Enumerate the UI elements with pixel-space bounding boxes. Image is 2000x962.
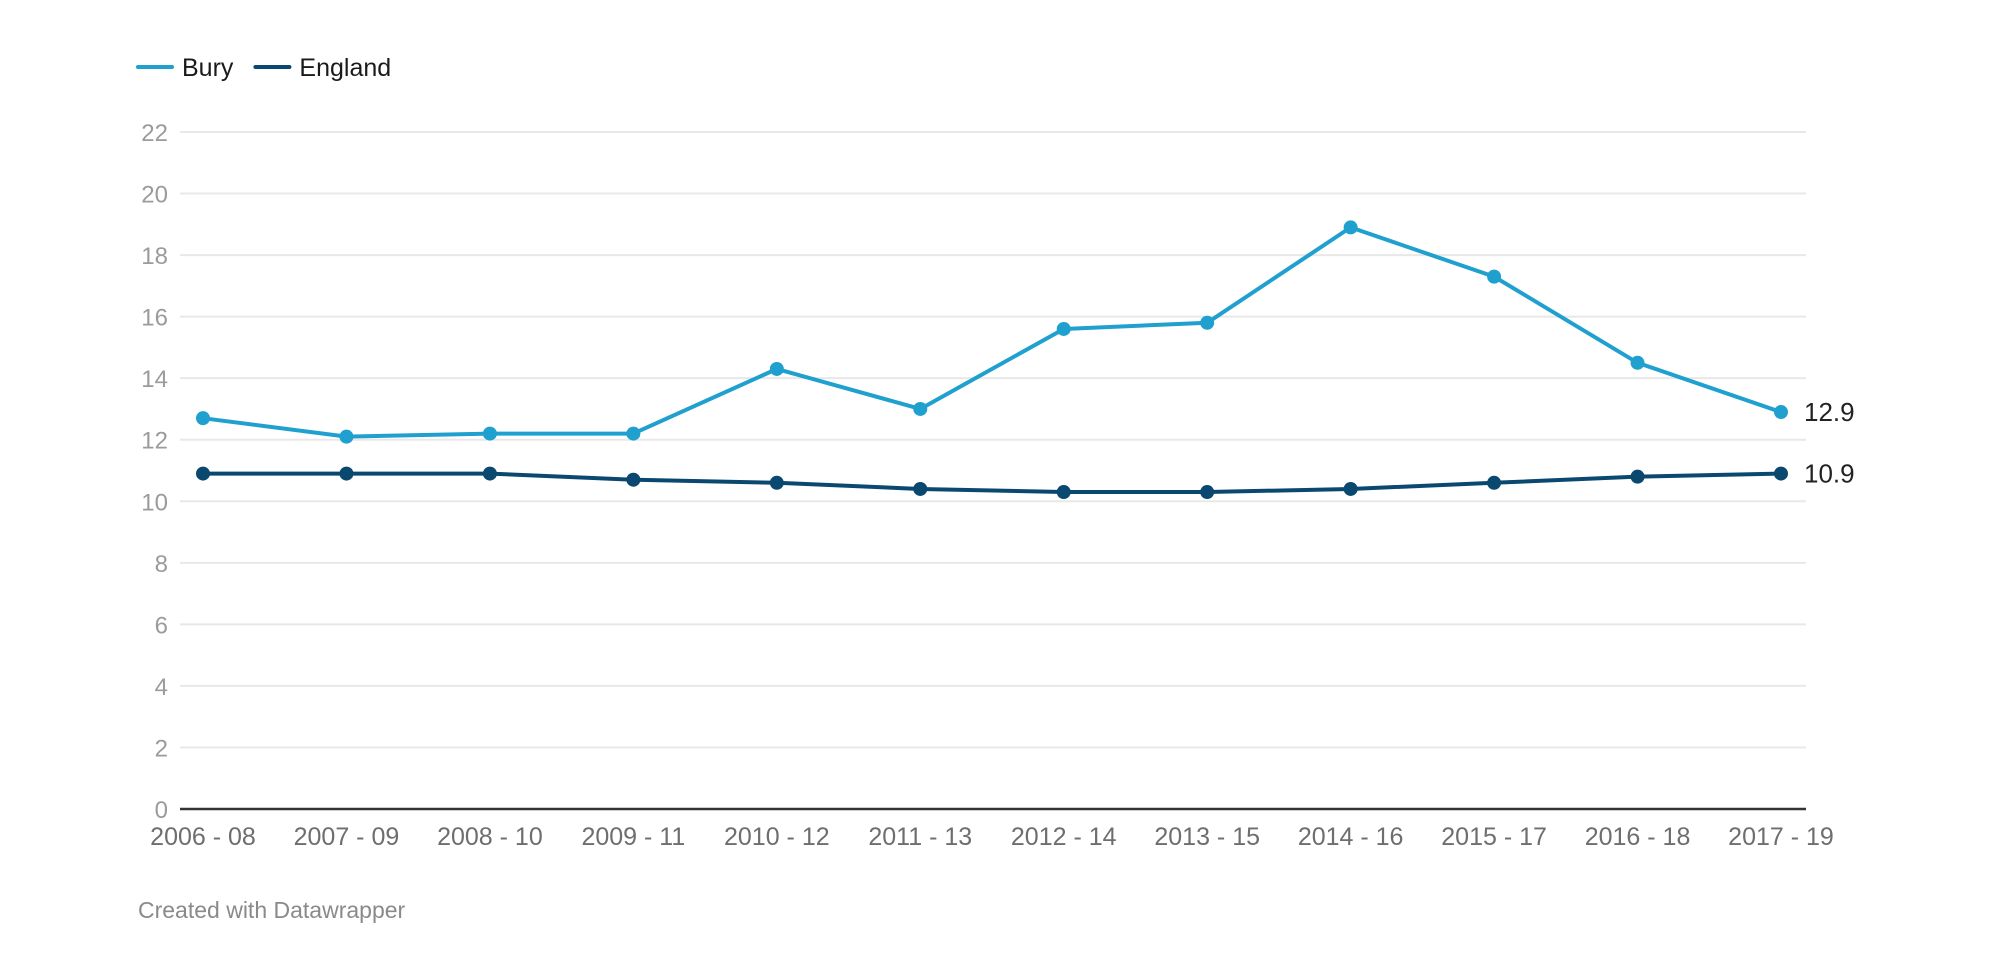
x-tick-label: 2010 - 12 [724,823,830,851]
legend-label: England [299,54,391,82]
data-point [626,472,641,487]
data-point [1200,315,1215,330]
series-layer: 12.9 10.9 [196,220,1855,500]
data-point [769,475,784,490]
end-value-label: 12.9 [1804,397,1855,427]
y-tick-label: 2 [155,735,168,762]
data-point [339,466,354,481]
series-england: 10.9 [196,459,1855,500]
series-bury: 12.9 [196,220,1855,444]
data-point [482,426,497,441]
legend-label: Bury [182,54,234,82]
data-point [626,426,641,441]
data-point [769,361,784,376]
end-value-label: 10.9 [1804,459,1855,489]
x-tick-label: 2008 - 10 [437,823,543,851]
data-point [1774,466,1788,481]
data-point [196,466,210,481]
data-point [1056,321,1071,336]
data-point [1200,485,1215,500]
data-point [1630,355,1645,370]
series-line [201,471,1783,495]
data-point [196,411,210,426]
y-tick-label: 20 [141,182,168,209]
y-tick-label: 0 [155,797,168,824]
legend-item-england: England [253,54,391,82]
x-tick-label: 2012 - 14 [1011,823,1117,851]
data-point [1056,485,1071,500]
x-tick-label: 2011 - 13 [868,823,972,851]
data-point [913,401,928,416]
x-tick-label: 2017 - 19 [1728,823,1834,851]
x-tick-label: 2006 - 08 [150,823,256,851]
data-point [1343,220,1358,235]
legend: Bury England [136,54,391,82]
data-point [913,481,928,496]
data-point [1774,405,1788,420]
data-point [482,466,497,481]
y-tick-label: 12 [141,428,168,455]
data-point [1487,269,1502,284]
y-tick-label: 22 [141,120,168,147]
x-tick-label: 2009 - 11 [581,823,685,851]
y-tick-label: 6 [155,612,168,639]
x-tick-label: 2015 - 17 [1441,823,1547,851]
y-tick-label: 10 [141,489,168,516]
y-tick-label: 8 [155,551,168,578]
x-tick-label: 2016 - 18 [1585,823,1691,851]
data-point [1343,481,1358,496]
x-axis: 2006 - 08 2007 - 09 2008 - 10 2009 - 11 2010… [150,823,1834,851]
legend-item-bury: Bury [136,54,234,82]
data-point [1487,475,1502,490]
y-tick-label: 16 [141,305,168,332]
data-point [1630,469,1645,484]
credit-text: Created with Datawrapper [138,897,406,923]
series-line [201,225,1783,439]
x-tick-label: 2013 - 15 [1154,823,1260,851]
y-tick-label: 4 [155,674,168,701]
grid-lines [180,131,1806,811]
y-tick-label: 18 [141,243,168,270]
y-tick-label: 14 [141,366,168,393]
x-tick-label: 2007 - 09 [294,823,400,851]
data-point [339,429,354,444]
y-axis: 0 2 4 6 8 10 12 14 16 18 20 22 [141,120,168,824]
x-tick-label: 2014 - 16 [1298,823,1404,851]
